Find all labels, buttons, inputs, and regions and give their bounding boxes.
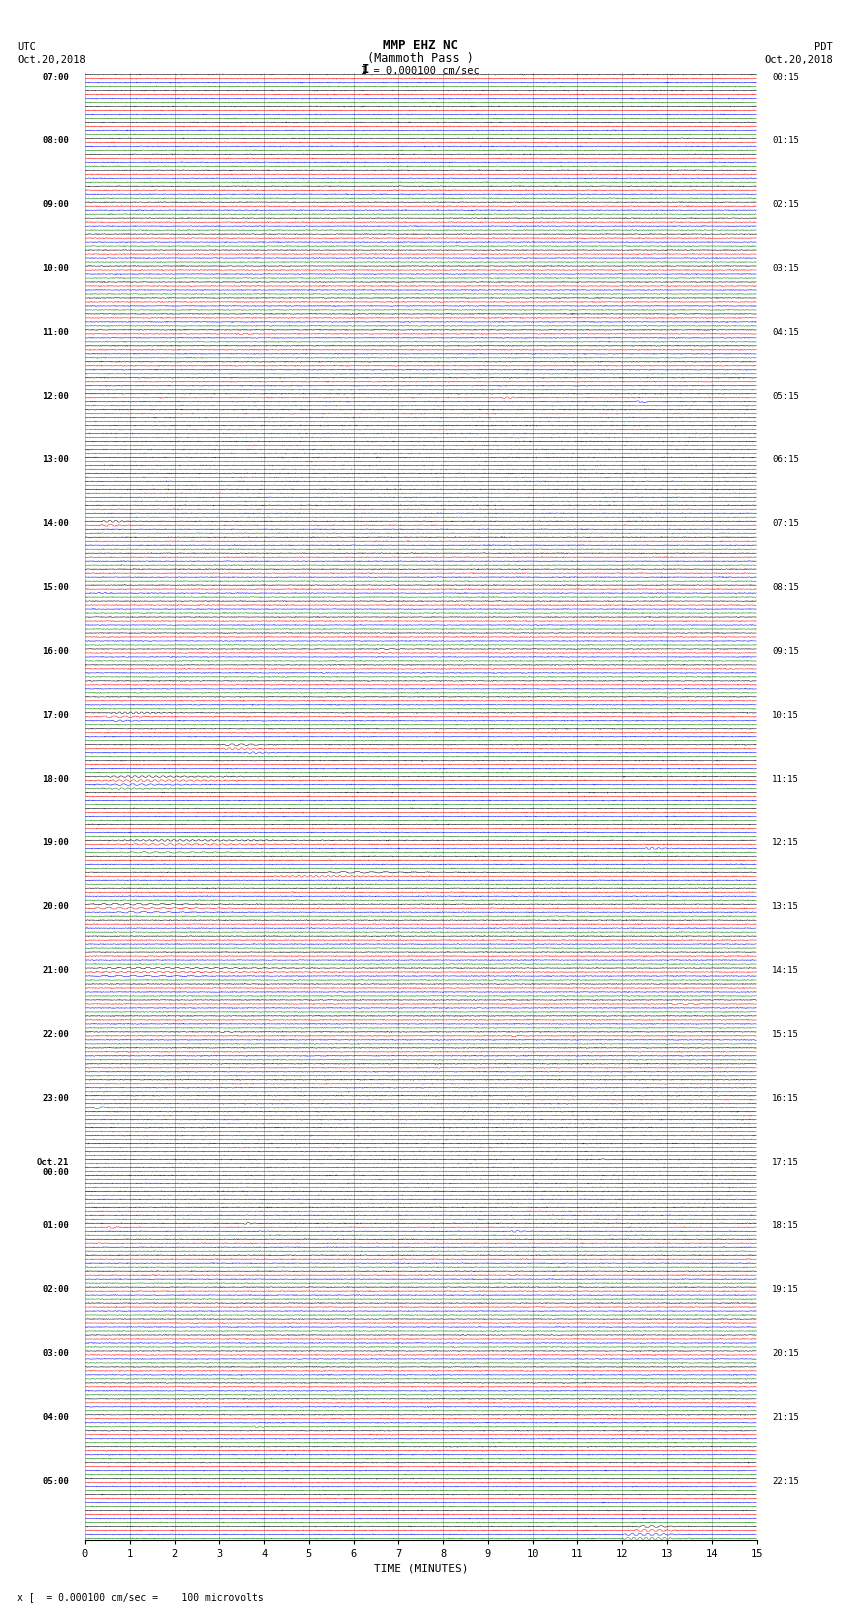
Text: 18:00: 18:00	[42, 774, 70, 784]
Text: 12:00: 12:00	[42, 392, 70, 400]
Text: 04:00: 04:00	[42, 1413, 70, 1421]
Text: MMP EHZ NC: MMP EHZ NC	[383, 39, 458, 52]
Text: 23:00: 23:00	[42, 1094, 70, 1103]
Text: 14:00: 14:00	[42, 519, 70, 529]
Text: 20:15: 20:15	[772, 1348, 799, 1358]
Text: 01:00: 01:00	[42, 1221, 70, 1231]
Text: 21:15: 21:15	[772, 1413, 799, 1421]
Text: 05:15: 05:15	[772, 392, 799, 400]
Text: 12:15: 12:15	[772, 839, 799, 847]
Text: 00:15: 00:15	[772, 73, 799, 82]
Text: 10:15: 10:15	[772, 711, 799, 719]
Text: 20:00: 20:00	[42, 902, 70, 911]
Text: 07:15: 07:15	[772, 519, 799, 529]
Text: 06:15: 06:15	[772, 455, 799, 465]
Text: 03:15: 03:15	[772, 265, 799, 273]
Text: 02:00: 02:00	[42, 1286, 70, 1294]
Text: 11:00: 11:00	[42, 327, 70, 337]
Text: 18:15: 18:15	[772, 1221, 799, 1231]
Text: Oct.20,2018: Oct.20,2018	[764, 55, 833, 65]
Text: 14:15: 14:15	[772, 966, 799, 974]
Text: 15:00: 15:00	[42, 584, 70, 592]
Text: 19:15: 19:15	[772, 1286, 799, 1294]
Text: 13:00: 13:00	[42, 455, 70, 465]
Text: I = 0.000100 cm/sec: I = 0.000100 cm/sec	[361, 66, 480, 76]
Text: PDT: PDT	[814, 42, 833, 52]
Text: 19:00: 19:00	[42, 839, 70, 847]
Text: x [  = 0.000100 cm/sec =    100 microvolts: x [ = 0.000100 cm/sec = 100 microvolts	[17, 1592, 264, 1602]
Text: 02:15: 02:15	[772, 200, 799, 210]
Text: 22:15: 22:15	[772, 1476, 799, 1486]
Text: 04:15: 04:15	[772, 327, 799, 337]
Text: 16:15: 16:15	[772, 1094, 799, 1103]
Text: Oct.20,2018: Oct.20,2018	[17, 55, 86, 65]
Text: 10:00: 10:00	[42, 265, 70, 273]
Text: 08:00: 08:00	[42, 137, 70, 145]
Text: 16:00: 16:00	[42, 647, 70, 656]
Text: 17:15: 17:15	[772, 1158, 799, 1166]
Text: 08:15: 08:15	[772, 584, 799, 592]
Text: Oct.21
00:00: Oct.21 00:00	[37, 1158, 70, 1177]
Text: 03:00: 03:00	[42, 1348, 70, 1358]
Text: 13:15: 13:15	[772, 902, 799, 911]
Text: 01:15: 01:15	[772, 137, 799, 145]
Text: 17:00: 17:00	[42, 711, 70, 719]
Text: 09:00: 09:00	[42, 200, 70, 210]
Text: 09:15: 09:15	[772, 647, 799, 656]
Text: 07:00: 07:00	[42, 73, 70, 82]
Text: (Mammoth Pass ): (Mammoth Pass )	[367, 52, 474, 65]
X-axis label: TIME (MINUTES): TIME (MINUTES)	[373, 1563, 468, 1574]
Text: I: I	[362, 63, 369, 76]
Text: 21:00: 21:00	[42, 966, 70, 974]
Text: 05:00: 05:00	[42, 1476, 70, 1486]
Text: 11:15: 11:15	[772, 774, 799, 784]
Text: 15:15: 15:15	[772, 1029, 799, 1039]
Text: 22:00: 22:00	[42, 1029, 70, 1039]
Text: UTC: UTC	[17, 42, 36, 52]
